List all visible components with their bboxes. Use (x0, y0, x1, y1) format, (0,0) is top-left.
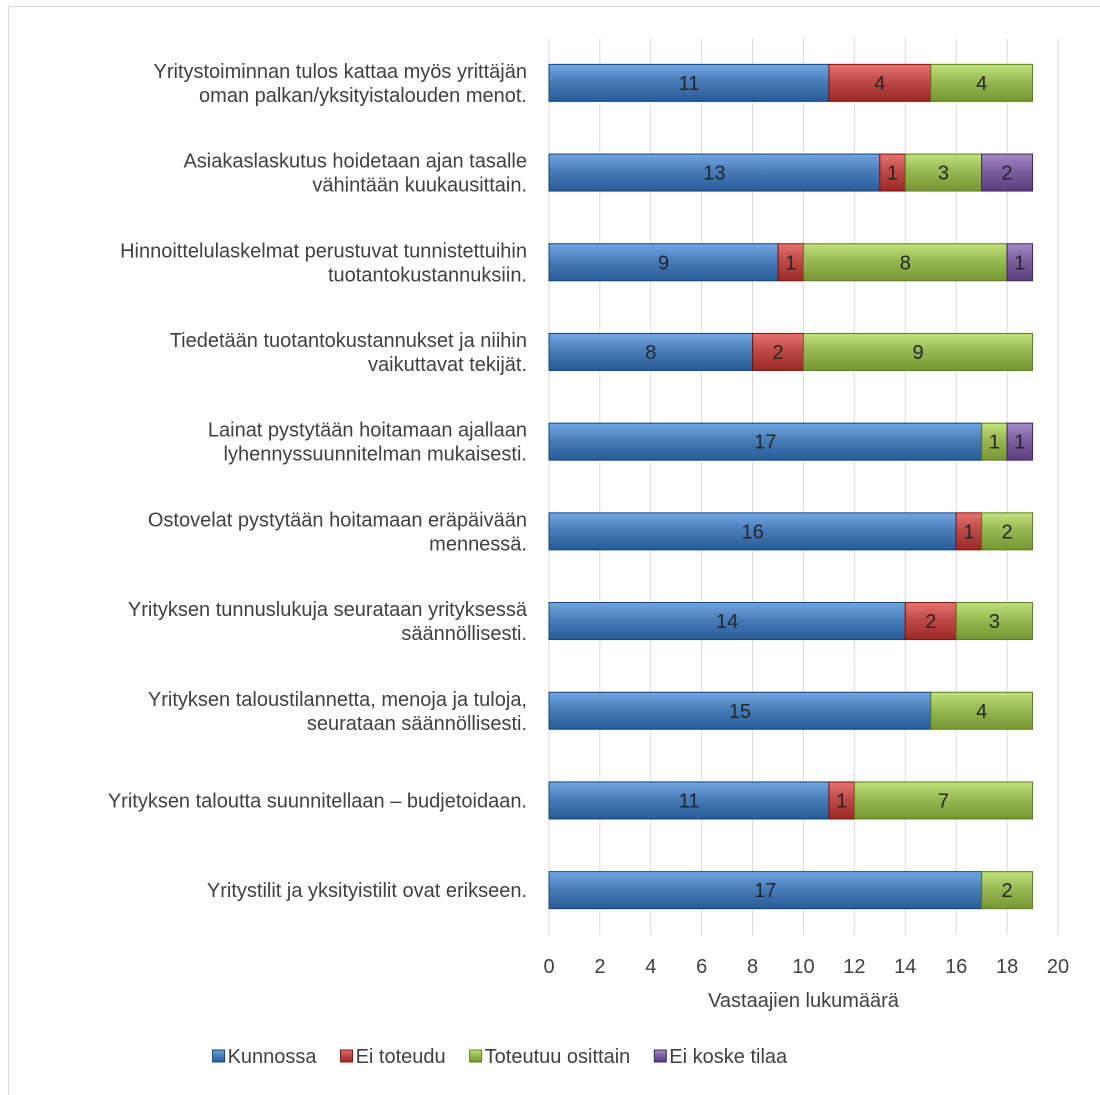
bar-segment-kunnossa (548, 332, 754, 371)
legend: Kunnossa Ei toteudu Toteutuu osittain Ei ko… (212, 1046, 788, 1068)
category-label: Tiedetään tuotantokustannukset ja niihin… (170, 330, 527, 376)
bar-segment-toteutuu-osittain (904, 153, 983, 192)
bar-segment-ei-koske-tilaa (1006, 422, 1034, 461)
legend-label: Kunnossa (228, 1046, 318, 1068)
data-label: 17 (754, 432, 776, 454)
data-label: 3 (989, 611, 1000, 633)
legend-swatch (469, 1049, 483, 1063)
x-tick-label: 4 (645, 956, 656, 978)
x-tick-label: 18 (996, 956, 1018, 978)
data-label: 14 (716, 611, 738, 633)
data-label: 7 (938, 790, 949, 812)
bar-segment-toteutuu-osittain (981, 871, 1034, 910)
bar-segment-kunnossa (548, 871, 983, 910)
data-label: 1 (887, 163, 898, 185)
data-label: 4 (874, 73, 885, 95)
data-label: 1 (836, 790, 847, 812)
bar-segment-toteutuu-osittain (981, 512, 1034, 551)
category-label: Asiakaslaskutus hoidetaan ajan tasalle vä… (183, 151, 527, 197)
category-label: Yritystilit ja yksityistilit ovat erikse… (207, 880, 527, 902)
x-tick-label: 2 (594, 956, 605, 978)
bar-segment-kunnossa (548, 602, 906, 641)
bar-segment-kunnossa (548, 153, 881, 192)
bar-segment-ei-toteudu (777, 243, 804, 282)
category-label: Yrityksen tunnuslukuja seurataan yrityks… (128, 599, 528, 645)
category-label: Yrityksen taloustilannetta, menoja ja tu… (148, 689, 527, 735)
data-label: 8 (645, 342, 656, 364)
data-label: 2 (925, 611, 936, 633)
x-axis-ticks: 0 2 4 6 8 10 12 14 16 18 20 (543, 956, 1069, 978)
x-tick-label: 10 (792, 956, 814, 978)
legend-label: Ei koske tilaa (669, 1046, 788, 1068)
data-label: 1 (1014, 252, 1025, 274)
x-tick-label: 20 (1047, 956, 1069, 978)
legend-label: Toteutuu osittain (485, 1046, 631, 1068)
bar-segment-ei-toteudu (904, 602, 957, 641)
data-label: 3 (938, 163, 949, 185)
data-label: 1 (989, 432, 1000, 454)
data-label: 9 (658, 252, 669, 274)
legend-swatch (653, 1049, 667, 1063)
data-label: 11 (679, 790, 700, 812)
bar-segment-toteutuu-osittain (981, 422, 1008, 461)
bar-segment-toteutuu-osittain (803, 332, 1034, 371)
data-label: 8 (900, 252, 911, 274)
bar-segment-toteutuu-osittain (955, 602, 1034, 641)
data-label: 4 (976, 73, 987, 95)
category-label: Hinnoittelulaskelmat perustuvat tunniste… (120, 240, 527, 286)
bar-segment-ei-koske-tilaa (981, 153, 1034, 192)
bar-segment-kunnossa (548, 691, 932, 730)
x-tick-label: 0 (543, 956, 554, 978)
data-label: 13 (703, 163, 725, 185)
bar-segment-kunnossa (548, 781, 830, 820)
data-label: 1 (963, 521, 974, 543)
data-label: 2 (1002, 163, 1013, 185)
category-label: Yritystoiminnan tulos kattaa myös yrittä… (154, 61, 528, 107)
bar-segment-toteutuu-osittain (930, 63, 1034, 102)
bar-segment-ei-toteudu (828, 63, 932, 102)
legend-swatch (340, 1049, 354, 1063)
data-label: 15 (729, 701, 751, 723)
x-tick-label: 6 (696, 956, 707, 978)
legend-item: Ei toteudu (340, 1046, 446, 1068)
x-tick-label: 16 (945, 956, 967, 978)
legend-item: Ei koske tilaa (653, 1046, 788, 1068)
legend-swatch (212, 1049, 226, 1063)
bar-segment-kunnossa (548, 422, 983, 461)
data-label: 17 (754, 880, 776, 902)
bar-segment-kunnossa (548, 243, 779, 282)
bar-segment-toteutuu-osittain (853, 781, 1034, 820)
x-tick-label: 14 (894, 956, 916, 978)
x-axis-title: Vastaajien lukumäärä (708, 990, 900, 1012)
data-label: 4 (976, 701, 987, 723)
category-label: Lainat pystytään hoitamaan ajallaan lyhen… (208, 420, 527, 466)
legend-item: Toteutuu osittain (469, 1046, 631, 1068)
data-label: 16 (741, 521, 763, 543)
data-label: 1 (785, 252, 796, 274)
bars: 11 4 413 1 3 29 1 8 18 2 917 1 116 1 214 2 315 411 1 717 2 (548, 63, 1034, 910)
data-label: 2 (1002, 521, 1013, 543)
x-tick-label: 8 (747, 956, 758, 978)
data-label: 2 (772, 342, 783, 364)
data-label: 2 (1002, 880, 1013, 902)
bar-segment-ei-toteudu (828, 781, 855, 820)
category-label: Yrityksen taloutta suunnitellaan – budje… (108, 790, 527, 812)
data-label: 11 (679, 73, 700, 95)
legend-item: Kunnossa (212, 1046, 318, 1068)
legend-label: Ei toteudu (356, 1046, 446, 1068)
category-label: Ostovelat pystytään hoitamaan eräpäivään… (148, 509, 527, 555)
bar-segment-ei-toteudu (879, 153, 906, 192)
data-label: 9 (912, 342, 923, 364)
x-tick-label: 12 (843, 956, 865, 978)
bar-segment-ei-koske-tilaa (1006, 243, 1034, 282)
category-labels: Yritystoiminnan tulos kattaa myös yrittä… (108, 61, 528, 902)
bar-segment-toteutuu-osittain (803, 243, 1008, 282)
bar-segment-toteutuu-osittain (930, 691, 1034, 730)
data-label: 1 (1014, 432, 1025, 454)
